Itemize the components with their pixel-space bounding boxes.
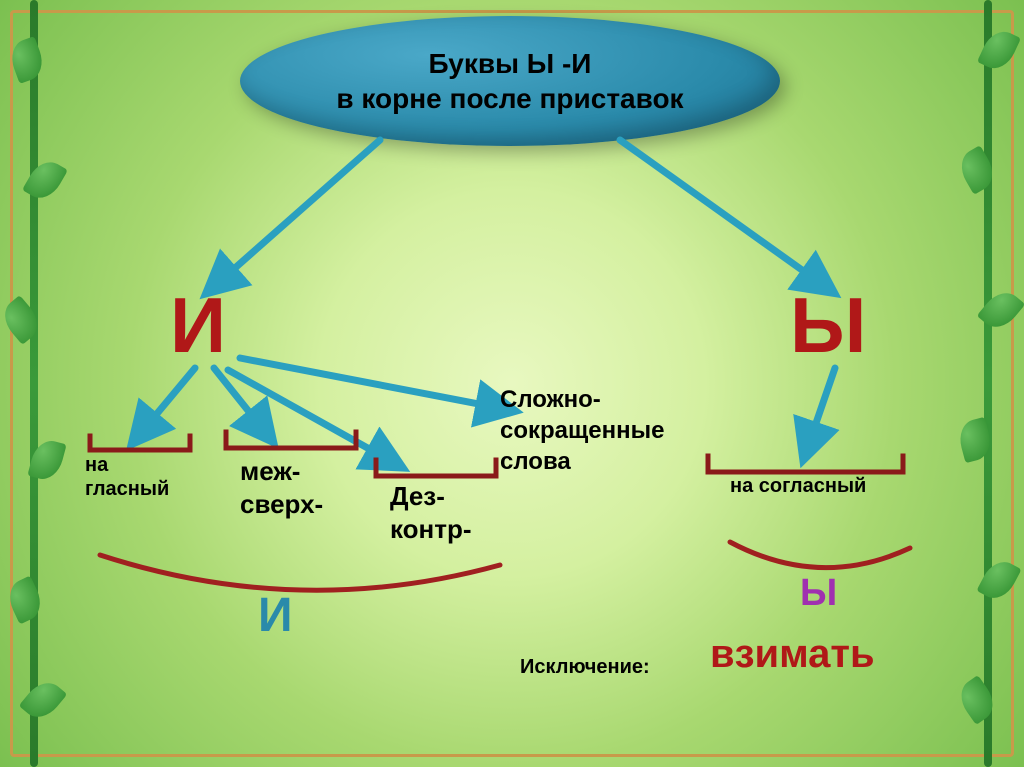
label-vowel: на гласный: [85, 453, 169, 501]
big-letter-y: Ы: [790, 280, 866, 371]
label-compound-1: Сложно-: [500, 384, 664, 415]
label-sverh: сверх-: [240, 488, 323, 521]
vine-right: [964, 0, 1014, 767]
exception-label: Исключение:: [520, 656, 650, 679]
result-i: И: [258, 588, 293, 643]
label-compound: Сложно- сокращенные слова: [500, 384, 664, 478]
exception-word: взимать: [710, 632, 875, 677]
result-y: Ы: [800, 572, 837, 615]
label-compound-3: слова: [500, 446, 664, 477]
label-compound-2: сокращенные: [500, 415, 664, 446]
vine-left: [10, 0, 60, 767]
label-vowel-1: на: [85, 453, 169, 477]
big-letter-i: И: [170, 280, 226, 371]
label-vowel-2: гласный: [85, 477, 169, 501]
title-line1: Буквы Ы -И: [336, 46, 683, 81]
title-ellipse: Буквы Ы -И в корне после приставок: [240, 16, 780, 146]
label-dez-kontr: Дез- контр-: [390, 480, 472, 545]
title-line2: в корне после приставок: [336, 81, 683, 116]
label-mezh-sverh: меж- сверх-: [240, 455, 323, 520]
label-kontr: контр-: [390, 513, 472, 546]
label-consonant: на согласный: [730, 475, 866, 498]
label-dez: Дез-: [390, 480, 472, 513]
label-mezh: меж-: [240, 455, 323, 488]
